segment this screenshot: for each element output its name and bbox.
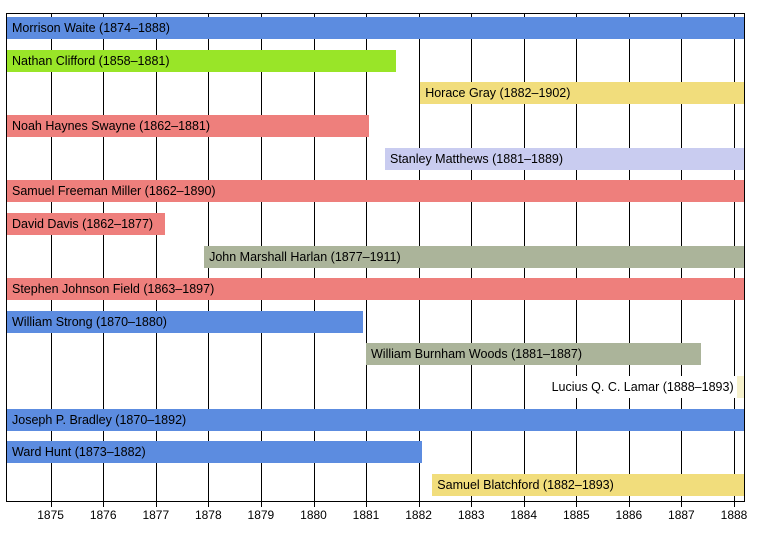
timeline-bar-lucius-q-c-lamar [736,376,744,398]
timeline-bar-william-strong: William Strong (1870–1880) [7,310,364,333]
bar-label-stephen-johnson-field: Stephen Johnson Field (1863–1897) [12,282,215,297]
axis-tick-label-1883: 1883 [457,508,485,522]
bar-label-noah-haynes-swayne: Noah Haynes Swayne (1862–1881) [12,118,211,133]
timeline-bar-samuel-blatchford: Samuel Blatchford (1882–1893) [432,474,744,496]
bar-label-nathan-clifford: Nathan Clifford (1858–1881) [12,53,170,68]
bar-label-horace-gray: Horace Gray (1882–1902) [425,86,571,101]
axis-tick-label-1881: 1881 [352,508,380,522]
bar-label-john-marshall-harlan: John Marshall Harlan (1877–1911) [209,249,401,264]
timeline-bar-john-marshall-harlan: John Marshall Harlan (1877–1911) [204,245,744,268]
axis-tick-label-1887: 1887 [668,508,695,522]
axis-tick-label-1880: 1880 [300,508,327,522]
bar-label-lucius-q-c-lamar: Lucius Q. C. Lamar (1888–1893) [547,376,737,398]
timeline-bar-stanley-matthews: Stanley Matthews (1881–1889) [385,147,744,170]
timeline-bar-morrison-waite: Morrison Waite (1874–1888) [7,17,744,39]
timeline-bar-noah-haynes-swayne: Noah Haynes Swayne (1862–1881) [7,114,369,137]
gridline-1876 [103,14,105,501]
axis-tick-label-1877: 1877 [142,508,170,522]
axis-tick-label-1885: 1885 [562,508,590,522]
gridline-1875 [50,14,52,501]
bar-label-ward-hunt: Ward Hunt (1873–1882) [12,445,146,460]
axis-tick-label-1878: 1878 [194,508,222,522]
timeline-bar-joseph-p-bradley: Joseph P. Bradley (1870–1892) [7,408,744,431]
bar-label-william-strong: William Strong (1870–1880) [12,314,167,329]
axis-tick-label-1886: 1886 [615,508,643,522]
timeline-bar-william-burnham-woods: William Burnham Woods (1881–1887) [366,343,701,366]
axis-tick-label-1884: 1884 [510,508,538,522]
axis-tick-label-1888: 1888 [720,508,748,522]
timeline-bar-nathan-clifford: Nathan Clifford (1858–1881) [7,49,396,72]
bar-label-samuel-blatchford: Samuel Blatchford (1882–1893) [437,478,614,492]
timeline-bar-david-davis: David Davis (1862–1877) [7,212,166,235]
timeline-bar-ward-hunt: Ward Hunt (1873–1882) [7,441,423,464]
bar-label-william-burnham-woods: William Burnham Woods (1881–1887) [371,347,582,362]
timeline-bar-horace-gray: Horace Gray (1882–1902) [420,82,744,105]
axis-tick-label-1882: 1882 [405,508,432,522]
bar-label-stanley-matthews: Stanley Matthews (1881–1889) [390,151,564,166]
bar-label-morrison-waite: Morrison Waite (1874–1888) [12,21,170,35]
bar-label-david-davis: David Davis (1862–1877) [12,216,154,231]
bar-label-joseph-p-bradley: Joseph P. Bradley (1870–1892) [12,412,187,427]
axis-tick-label-1875: 1875 [37,508,64,522]
gridline-1877 [155,14,157,501]
axis-tick-label-1879: 1879 [247,508,275,522]
bar-label-samuel-freeman-miller: Samuel Freeman Miller (1862–1890) [12,184,216,199]
timeline-bar-samuel-freeman-miller: Samuel Freeman Miller (1862–1890) [7,180,744,203]
plot-area: Morrison Waite (1874–1888) Nathan Cliffor… [6,13,745,502]
axis-tick-label-1876: 1876 [89,508,117,522]
timeline-bar-stephen-johnson-field: Stephen Johnson Field (1863–1897) [7,278,744,301]
